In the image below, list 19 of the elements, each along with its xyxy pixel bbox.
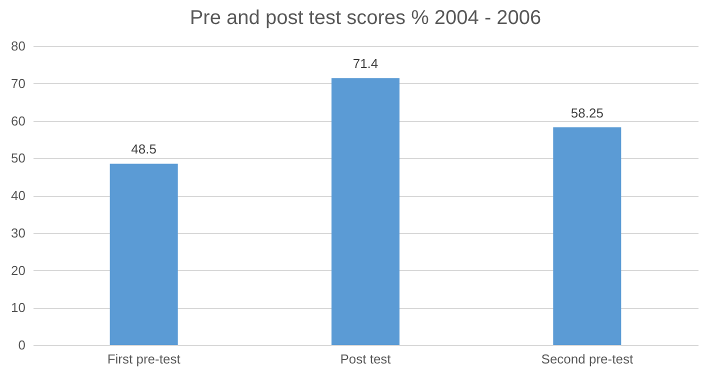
x-tick-label: Post test: [340, 352, 392, 366]
bar: [553, 127, 622, 345]
y-tick-label: 80: [11, 38, 26, 54]
data-label: 58.25: [570, 105, 604, 120]
y-tick-label: 0: [18, 338, 26, 352]
y-tick-label: 30: [11, 225, 26, 240]
y-tick-label: 10: [11, 300, 26, 316]
x-tick-label: First pre-test: [107, 352, 181, 366]
y-tick-label: 50: [11, 150, 26, 166]
x-tick-label: Second pre-test: [541, 352, 634, 366]
y-tick-label: 40: [11, 188, 26, 203]
data-label: 48.5: [131, 142, 156, 157]
y-tick-label: 20: [11, 262, 26, 278]
chart-title: Pre and post test scores % 2004 - 2006: [190, 7, 542, 29]
bar: [110, 164, 178, 345]
data-label: 71.4: [352, 56, 378, 72]
bar: [332, 78, 400, 345]
y-tick-label: 60: [11, 113, 26, 128]
y-tick-label: 70: [11, 76, 26, 91]
